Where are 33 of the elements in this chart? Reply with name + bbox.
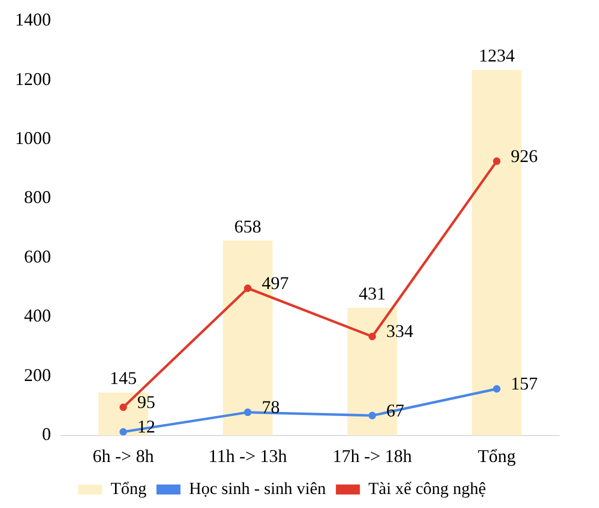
data-label: 157 [510, 374, 538, 394]
data-label: 497 [262, 272, 289, 293]
y-tick-label: 1000 [15, 128, 51, 148]
point [244, 408, 252, 416]
point [368, 412, 376, 420]
point [244, 284, 252, 292]
data-label: 95 [137, 392, 156, 412]
x-tick-label: 6h -> 8h [92, 446, 154, 466]
data-label: 658 [234, 216, 262, 236]
x-tick-label: 17h -> 18h [332, 446, 412, 466]
point [493, 157, 500, 165]
x-tick-label: 11h -> 13h [208, 446, 287, 466]
data-label: 145 [110, 368, 137, 388]
y-tick-label: 0 [42, 424, 51, 444]
point [493, 385, 500, 393]
data-label: 1234 [478, 46, 515, 66]
point [368, 332, 376, 340]
y-tick-label: 1200 [15, 68, 51, 89]
x-tick-label: Tổng [478, 446, 516, 466]
data-label: 334 [386, 321, 414, 342]
legend-label: Học sinh - sinh viên [188, 478, 326, 498]
data-label: 926 [510, 146, 538, 166]
y-tick-label: 400 [24, 306, 51, 326]
legend-label: Tài xế công nghệ [368, 478, 486, 498]
y-tick-label: 800 [24, 187, 51, 208]
data-label: 431 [358, 283, 386, 304]
legend-label: Tổng [110, 478, 147, 498]
y-tick-label: 600 [24, 246, 51, 266]
point [120, 428, 127, 436]
y-tick-label: 1400 [15, 10, 51, 30]
data-label: 78 [262, 397, 280, 418]
point [120, 404, 127, 412]
y-tick-label: 200 [24, 364, 51, 385]
